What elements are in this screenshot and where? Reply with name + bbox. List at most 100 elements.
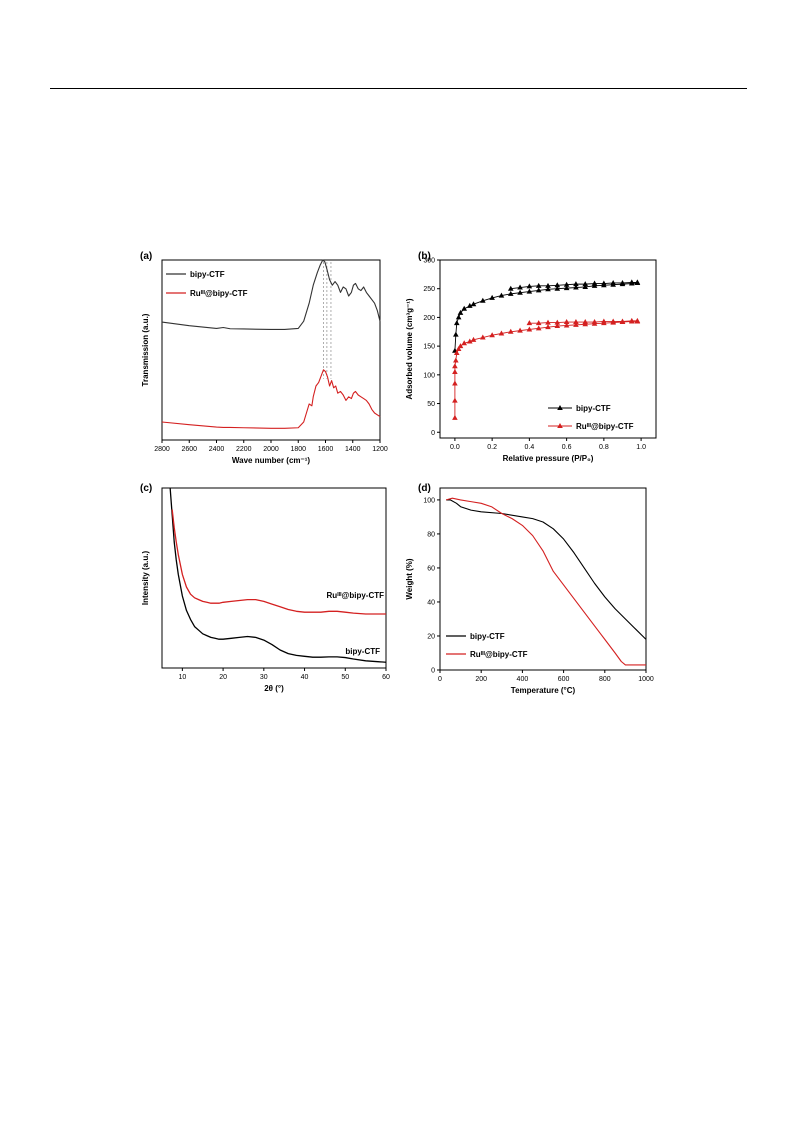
legend-label: Ruᴵᴵᴵ@bipy-CTF (470, 650, 528, 659)
y-tick-label: 250 (423, 286, 435, 293)
series-bipy-ctf-point (545, 286, 551, 292)
series-bipy-ctf-point (470, 301, 477, 307)
series-ru-bipy-ctf-point (545, 319, 551, 325)
legend-marker (557, 423, 563, 428)
x-tick-label: 60 (382, 674, 390, 681)
series-bipy-ctf-point (554, 285, 561, 291)
x-axis-label: 2θ (°) (264, 684, 284, 693)
plot-frame (161, 487, 387, 669)
y-tick-label: 60 (427, 565, 435, 572)
chart-svg: (a) 2800 2600 2400 2200 2000 1800 1600 1400 1200 W… (140, 251, 388, 465)
x-axis-label: Temperature (°C) (511, 686, 576, 695)
x-tick-label: 10 (178, 674, 186, 681)
legend-label: bipy-CTF (190, 270, 225, 279)
x-tick-label: 200 (475, 676, 487, 683)
y-axis-label: Intensity (a.u.) (141, 551, 150, 606)
series-ru-bipy-ctf-point (610, 318, 616, 324)
panel-label: (c) (140, 483, 152, 494)
legend-label: Ruᴵᴵᴵ@bipy-CTF (190, 289, 248, 298)
y-tick-label: 20 (427, 633, 435, 640)
panel-b-isotherm: (b) 0.0 0.2 0.4 0.6 0.8 1.0 0 50 100 150 200 250 300 R… (396, 248, 658, 470)
x-tick-label: 40 (301, 674, 309, 681)
series-ru-bipy-ctf-point (573, 319, 579, 325)
series-bipy-ctf-point (545, 282, 551, 288)
x-tick-label: 1.0 (636, 444, 646, 451)
y-tick-label: 150 (423, 344, 435, 351)
series-ru-bipy-ctf-point (452, 380, 458, 386)
x-tick-label: 2800 (154, 446, 170, 453)
y-tick-label: 200 (423, 315, 435, 322)
series-bipy-ctf-point (573, 281, 579, 287)
x-tick-label: 400 (517, 676, 529, 683)
series-annotation: Ruᴵᴵᴵ@bipy-CTF (327, 591, 385, 600)
panel-a-ftir: (a) 2800 2600 2400 2200 2000 1800 1600 1400 1200 W… (118, 248, 388, 470)
series-bipy-ctf-point (634, 279, 641, 285)
legend-label: Ruᴵᴵᴵ@bipy-CTF (576, 422, 634, 431)
series-ru-bipy-ctf-point (466, 338, 473, 344)
x-tick-label: 1600 (318, 446, 334, 453)
series-ru-bipy-ctf-point (507, 328, 514, 334)
x-tick-label: 0.4 (525, 444, 535, 451)
chart-svg: (d) 0 200 400 600 800 1000 0 20 40 60 80 100 Temperat… (405, 483, 654, 695)
series-bipy-ctf-point (480, 297, 486, 303)
series-ru-bipy-ctf-point (461, 340, 468, 346)
series-ru-bipy-ctf-point (453, 357, 459, 363)
y-tick-label: 300 (423, 258, 435, 265)
series-ru-bipy-ctf-line (171, 509, 386, 615)
x-tick-label: 0 (438, 676, 442, 683)
plot-frame (439, 487, 647, 671)
y-axis-label: Transmission (a.u.) (141, 313, 150, 386)
x-tick-label: 800 (599, 676, 611, 683)
x-tick-label: 50 (341, 674, 349, 681)
chart-svg: (c) 10 20 30 40 50 60 2θ (°) Intensity (a.u.) Ruᴵ… (140, 483, 390, 693)
y-axis-label: Weight (%) (405, 558, 414, 600)
series-bipy-ctf-point (582, 283, 589, 289)
chart-svg: (b) 0.0 0.2 0.4 0.6 0.8 1.0 0 50 100 150 200 250 300 R… (405, 251, 657, 463)
series-ru-bipy-ctf-point (545, 324, 551, 330)
series-ru-bipy-ctf-point (554, 323, 561, 329)
x-tick-label: 600 (558, 676, 570, 683)
series-bipy-ctf-point (563, 281, 570, 287)
series-bipy-ctf-line (446, 499, 647, 640)
series-bipy-ctf-point (591, 280, 598, 286)
series-bipy-ctf-point (457, 309, 464, 315)
series-bipy-ctf-point (535, 282, 542, 288)
series-ru-bipy-ctf-point (480, 334, 486, 340)
panel-d-tga: (d) 0 200 400 600 800 1000 0 20 40 60 80 100 Temperat… (396, 480, 658, 702)
y-tick-label: 100 (423, 497, 435, 504)
series-bipy-ctf-point (466, 302, 473, 308)
x-tick-label: 0.2 (487, 444, 497, 451)
series-ru-bipy-ctf-point (498, 330, 505, 336)
x-axis-label: Wave number (cm⁻¹) (232, 456, 310, 465)
series-ru-bipy-ctf-line (161, 369, 381, 429)
series-bipy-ctf-line (454, 281, 638, 351)
x-tick-label: 2600 (181, 446, 197, 453)
series-bipy-ctf-point (517, 289, 523, 295)
series-bipy-ctf-point (526, 288, 533, 294)
series-ru-bipy-ctf-point (452, 414, 458, 420)
series-bipy-ctf-point (517, 284, 523, 290)
series-ru-bipy-ctf-line (446, 497, 646, 666)
header-rule (50, 88, 747, 89)
y-tick-label: 100 (423, 372, 435, 379)
x-tick-label: 0.8 (599, 444, 609, 451)
x-tick-label: 2000 (263, 446, 279, 453)
series-bipy-ctf-point (582, 281, 589, 287)
series-ru-bipy-ctf-point (526, 320, 533, 326)
y-tick-label: 40 (427, 599, 435, 606)
series-ru-bipy-ctf-point (452, 368, 458, 374)
series-bipy-ctf-point (535, 287, 542, 293)
series-bipy-ctf-point (507, 285, 514, 291)
series-bipy-ctf-point (455, 314, 462, 320)
series-annotation: bipy-CTF (345, 647, 380, 656)
series-ru-bipy-ctf-point (601, 318, 607, 324)
series-bipy-ctf-point (601, 280, 607, 286)
series-bipy-ctf-point (554, 282, 561, 288)
panel-label: (d) (418, 483, 431, 494)
series-bipy-ctf-point (453, 320, 460, 326)
series-ru-bipy-ctf-point (489, 332, 495, 338)
series-ru-bipy-ctf-point (563, 322, 570, 328)
series-ru-bipy-ctf-point (526, 326, 533, 332)
x-tick-label: 1400 (345, 446, 361, 453)
series-ru-bipy-ctf-point (452, 397, 458, 403)
